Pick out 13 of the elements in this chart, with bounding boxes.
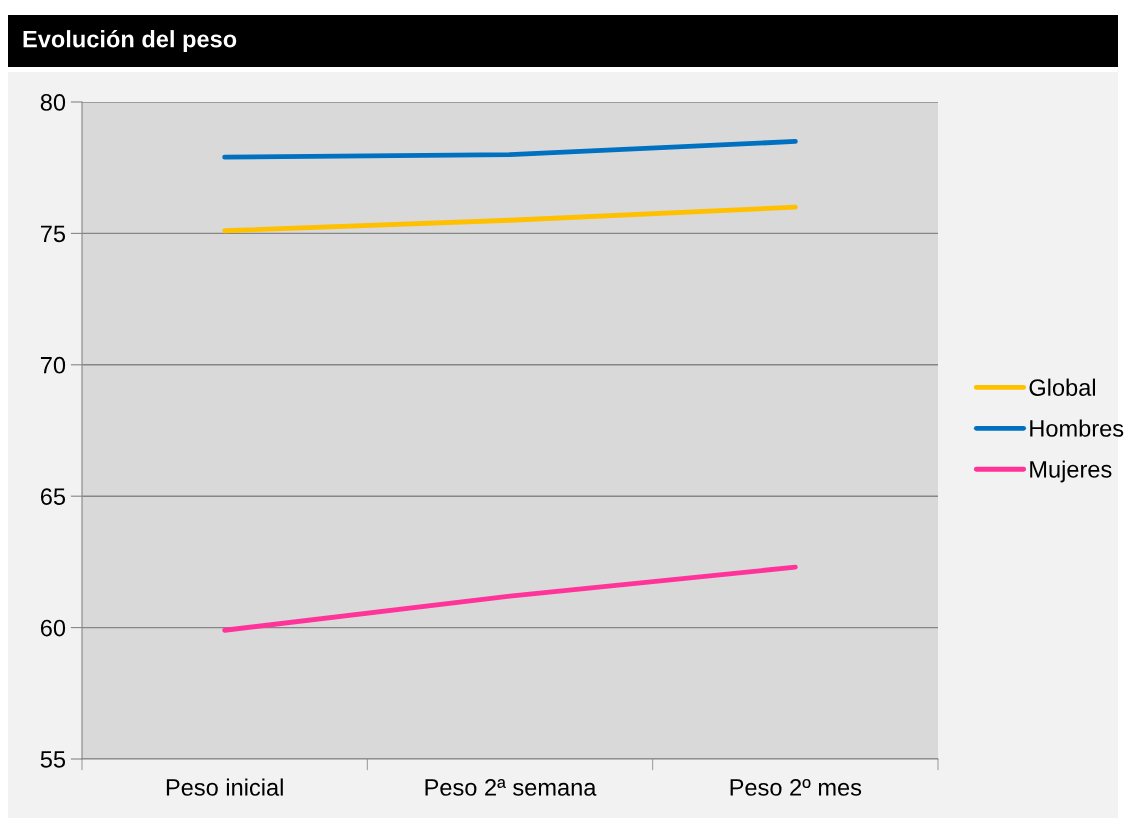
y-tick-label: 65 <box>40 488 66 505</box>
y-tick-label: 60 <box>40 619 66 637</box>
legend-label: Global <box>1029 378 1095 396</box>
x-tick-label: Peso 2ª semana <box>425 779 597 796</box>
x-tick-label: Peso inicial <box>166 778 283 796</box>
legend-label: Mujeres <box>1030 460 1112 483</box>
x-tick-label: Peso 2º mes <box>730 779 862 796</box>
y-tick-label: 55 <box>40 751 66 768</box>
y-tick-label: 80 <box>40 94 66 111</box>
y-tick-label: 75 <box>40 225 66 243</box>
legend-label: Hombres <box>1030 419 1124 437</box>
y-tick-label: 70 <box>40 356 66 374</box>
chart-title: Evolución del peso <box>23 29 237 53</box>
